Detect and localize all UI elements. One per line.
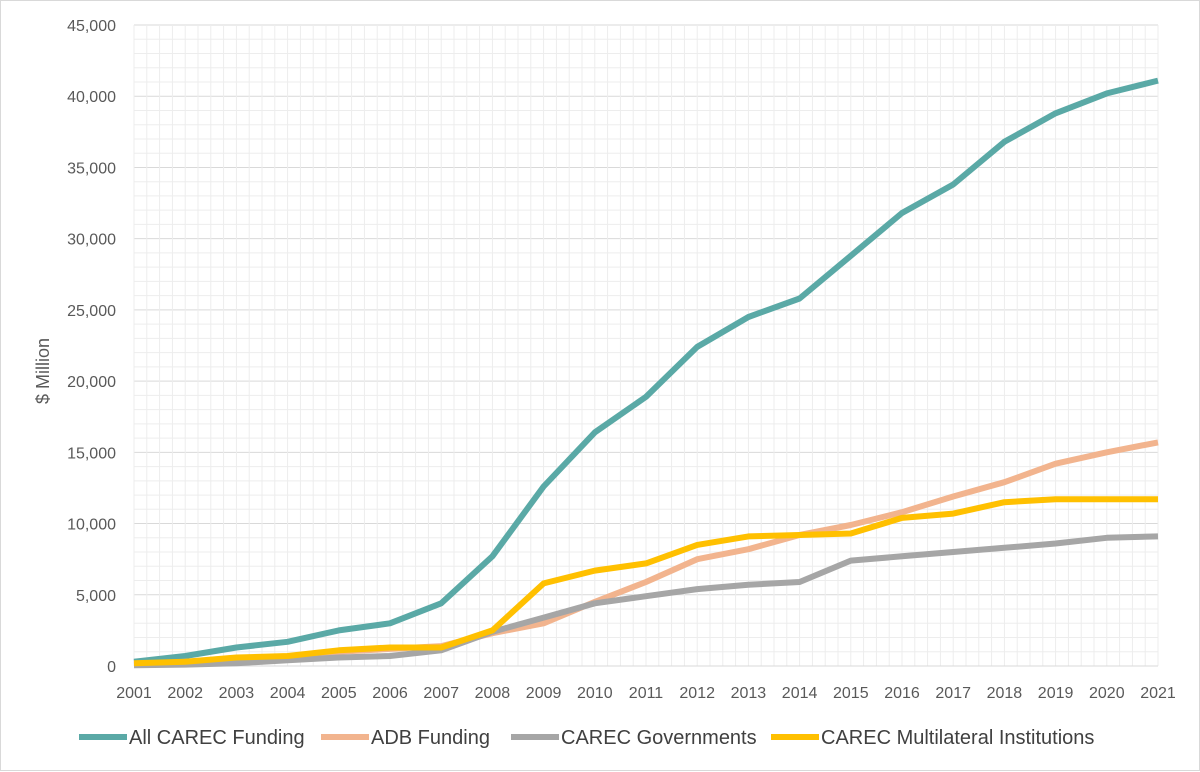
y-tick-label: 15,000 — [67, 445, 116, 462]
x-tick-label: 2001 — [116, 685, 152, 702]
y-tick-label: 40,000 — [67, 89, 116, 106]
x-tick-label: 2009 — [526, 685, 562, 702]
x-tick-label: 2015 — [833, 685, 869, 702]
x-tick-label: 2006 — [372, 685, 408, 702]
legend-label: All CAREC Funding — [129, 727, 305, 749]
y-tick-label: 45,000 — [67, 18, 116, 35]
x-tick-label: 2002 — [167, 685, 203, 702]
x-tick-label: 2012 — [679, 685, 715, 702]
y-tick-label: 5,000 — [76, 588, 116, 605]
y-axis: 0 5,000 10,000 15,000 20,000 25,000 30,000 35,0… — [67, 18, 116, 676]
x-tick-label: 2010 — [577, 685, 613, 702]
x-tick-label: 2007 — [423, 685, 459, 702]
gridlines — [133, 24, 1159, 667]
y-axis-title: $ Million — [33, 338, 53, 404]
y-tick-label: 20,000 — [67, 374, 116, 391]
series-line-1 — [133, 77, 1159, 665]
x-tick-label: 2011 — [629, 685, 664, 702]
series-line-4 — [133, 496, 1158, 667]
series-lines — [133, 77, 1159, 669]
x-tick-label: 2019 — [1038, 685, 1074, 702]
series-line-3 — [133, 533, 1159, 669]
legend-label: CAREC Multilateral Institutions — [821, 727, 1094, 749]
y-tick-label: 25,000 — [67, 303, 116, 320]
y-tick-label: 35,000 — [67, 160, 116, 177]
legend: All CAREC Funding ADB Funding CAREC Govern… — [79, 727, 1094, 749]
x-tick-label: 2021 — [1140, 685, 1176, 702]
x-tick-label: 2020 — [1089, 685, 1125, 702]
y-tick-label: 0 — [107, 659, 116, 676]
x-tick-label: 2018 — [987, 685, 1023, 702]
x-tick-label: 2017 — [935, 685, 971, 702]
y-tick-label: 10,000 — [67, 517, 116, 534]
y-tick-label: 30,000 — [67, 232, 116, 249]
x-axis: 2001 2002 2003 2004 2005 2006 2007 2008 2009 2010… — [116, 665, 1176, 702]
x-tick-label: 2005 — [321, 685, 357, 702]
x-tick-label: 2016 — [884, 685, 920, 702]
x-tick-label: 2003 — [219, 685, 255, 702]
x-tick-label: 2008 — [475, 685, 511, 702]
x-tick-label: 2014 — [782, 685, 818, 702]
legend-label: CAREC Governments — [561, 727, 757, 749]
legend-label: ADB Funding — [371, 727, 490, 749]
x-tick-label: 2004 — [270, 685, 306, 702]
x-tick-label: 2013 — [731, 685, 767, 702]
